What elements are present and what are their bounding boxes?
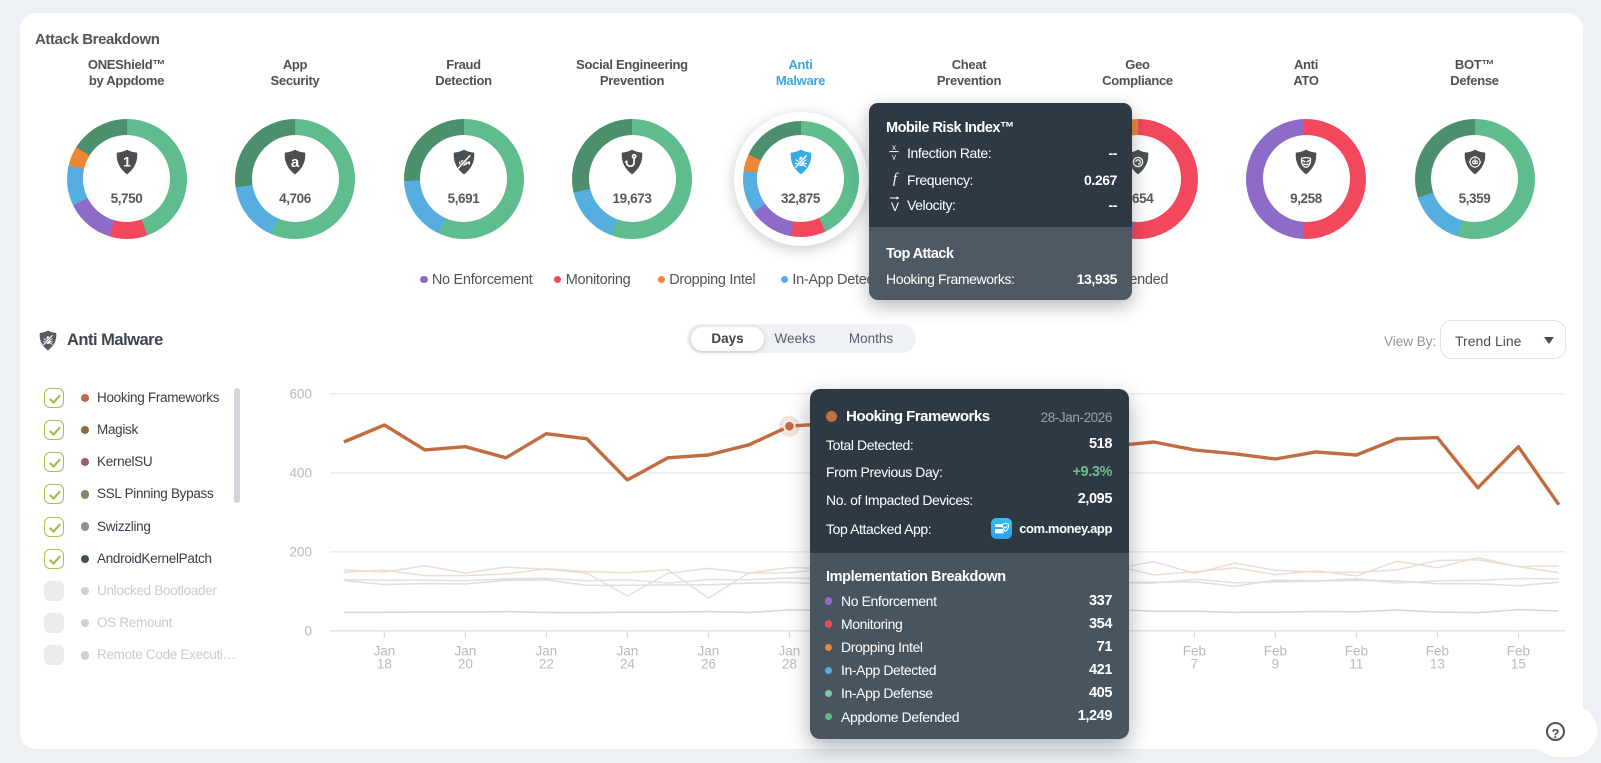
svg-text:24: 24 (620, 657, 636, 672)
svg-text:f: f (893, 171, 899, 186)
svg-text:Jan: Jan (617, 644, 639, 659)
svg-text:0: 0 (304, 623, 312, 638)
svg-text:1: 1 (123, 153, 131, 169)
svg-text:7: 7 (1191, 657, 1199, 672)
svg-text:Jan: Jan (779, 644, 801, 659)
svg-text:Feb: Feb (1183, 644, 1206, 659)
svg-text:Jan: Jan (536, 644, 558, 659)
svg-text:a: a (291, 153, 300, 170)
svg-text:y: y (892, 153, 896, 160)
svg-text:Jan: Jan (374, 644, 396, 659)
svg-text:13: 13 (1430, 657, 1445, 672)
svg-text:9: 9 (1272, 657, 1280, 672)
svg-text:22: 22 (539, 657, 554, 672)
svg-text:26: 26 (701, 657, 716, 672)
svg-text:600: 600 (289, 386, 312, 401)
svg-text:Jan: Jan (698, 644, 720, 659)
svg-text:x: x (892, 143, 896, 152)
svg-text:400: 400 (289, 465, 312, 480)
svg-text:200: 200 (289, 544, 312, 559)
svg-text:15: 15 (1511, 657, 1526, 672)
svg-text:11: 11 (1349, 657, 1363, 672)
svg-text:20: 20 (458, 657, 473, 672)
svg-text:Jan: Jan (455, 644, 477, 659)
svg-text:V: V (891, 200, 899, 213)
svg-text:Feb: Feb (1426, 644, 1449, 659)
svg-text:28: 28 (782, 657, 797, 672)
svg-text:Feb: Feb (1264, 644, 1287, 659)
svg-text:Feb: Feb (1345, 644, 1368, 659)
svg-text:18: 18 (377, 657, 392, 672)
svg-text:Feb: Feb (1507, 644, 1530, 659)
